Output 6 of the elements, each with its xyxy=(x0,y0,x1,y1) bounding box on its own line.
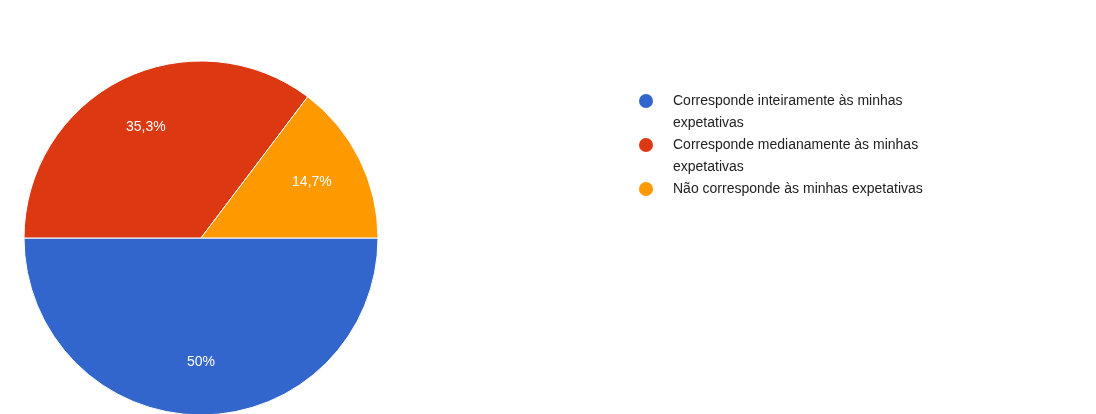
data-label: 14,7% xyxy=(292,173,332,190)
legend-label: Não corresponde às minhas expetativas xyxy=(673,179,923,196)
data-label: 50% xyxy=(186,352,216,369)
data-label: 35,3% xyxy=(125,117,166,134)
legend-label: Corresponde inteiramente às minhas expetativas xyxy=(673,91,903,130)
legend-label: Corresponde medianamente às minhas expetativas xyxy=(673,135,919,174)
